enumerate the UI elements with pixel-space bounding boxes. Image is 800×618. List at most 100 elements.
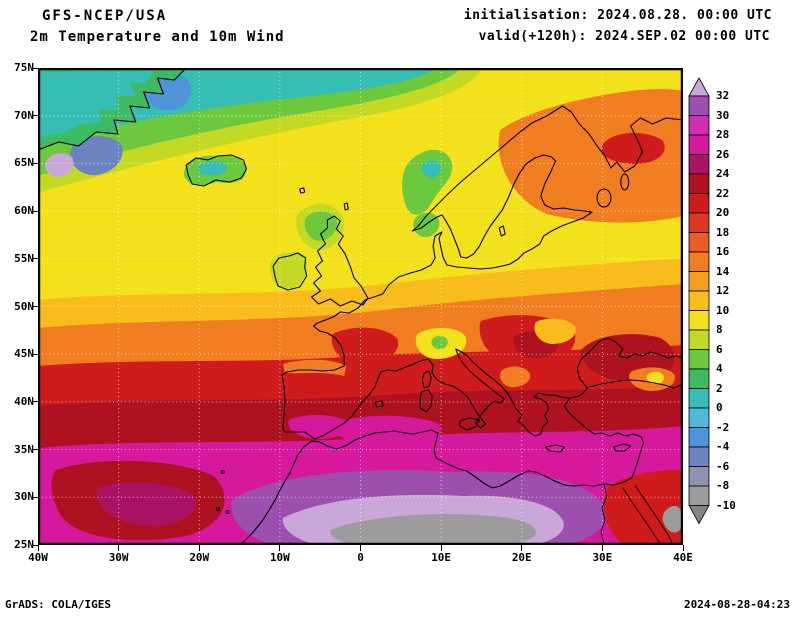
colorbar-label: -2 [716, 420, 730, 434]
colorbar-segment [688, 290, 710, 311]
graticule [38, 68, 683, 545]
lat-tick-label: 50N [14, 299, 34, 313]
temp-region-finland [498, 89, 683, 223]
lat-tick-label: 70N [14, 108, 34, 122]
temp-region [330, 514, 537, 545]
lat-tick [32, 67, 38, 69]
lat-tick-label: 65N [14, 156, 34, 170]
colorbar-segment [688, 427, 710, 448]
colorbar-segment [688, 251, 710, 272]
colorbar-segment [688, 212, 710, 233]
lon-tick [198, 545, 200, 551]
creation-timestamp: 2024-08-28-04:23 [684, 598, 790, 611]
colorbar-segment [688, 77, 710, 97]
lat-tick [32, 544, 38, 546]
river-nile [600, 483, 608, 545]
colorbar-segment [688, 95, 710, 116]
colorbar-segment [688, 368, 710, 389]
lon-tick [682, 545, 684, 551]
lon-tick-label: 40E [673, 551, 693, 564]
colorbar-segment [688, 193, 710, 214]
colorbar-segment [688, 154, 710, 175]
temp-region [601, 132, 665, 164]
lat-tick-label: 55N [14, 251, 34, 265]
colorbar-label: 2 [716, 381, 723, 395]
colorbar-label: 20 [716, 206, 730, 219]
lat-tick [32, 162, 38, 164]
colorbar-label: 22 [716, 186, 730, 200]
lon-tick [279, 545, 281, 551]
lat-tick [32, 449, 38, 451]
temperature-map [38, 68, 683, 545]
colorbar-segment [688, 466, 710, 487]
colorbar-label: 30 [716, 108, 730, 122]
colorbar-segment [688, 173, 710, 194]
colorbar-segment [688, 310, 710, 331]
lat-tick [32, 210, 38, 212]
lat-tick [32, 115, 38, 117]
coastline-africa-levant [238, 398, 645, 545]
temp-region [646, 371, 665, 385]
lat-tick-label: 25N [14, 538, 34, 551]
colorbar-segment [688, 349, 710, 370]
init-time-label: initialisation: 2024.08.28. 00:00 UTC [463, 8, 772, 23]
lon-tick-label: 20E [511, 551, 532, 564]
colorbar-label: -6 [716, 459, 730, 473]
colorbar-label: 4 [716, 362, 723, 375]
lat-tick-label: 30N [14, 490, 34, 504]
lat-tick [32, 258, 38, 260]
coastline-britain [311, 215, 369, 307]
temp-region [45, 153, 74, 177]
temp-region [282, 359, 347, 376]
temp-region [534, 318, 576, 344]
model-name: GFS-NCEP/USA [42, 8, 168, 24]
temp-region [421, 160, 442, 178]
map-area [38, 68, 683, 545]
lat-tick-label: 60N [14, 204, 34, 218]
coastline-mainland [281, 105, 683, 440]
grads-credit: GrADS: COLA/IGES [5, 598, 111, 611]
coastline-redsea [622, 485, 674, 545]
colorbar-label: 16 [716, 245, 730, 258]
colorbar-segment [688, 505, 710, 525]
lat-tick [32, 353, 38, 355]
colorbar-segment [688, 388, 710, 409]
colorbar [688, 77, 710, 525]
colorbar-label: 0 [716, 401, 723, 414]
map-frame [38, 68, 683, 545]
colorbar-label: 26 [716, 147, 730, 161]
lon-tick [440, 545, 442, 551]
colorbar-segment [688, 271, 710, 292]
lon-tick-label: 10E [431, 551, 452, 564]
coastline-blacksea [576, 337, 683, 389]
lon-tick [37, 545, 39, 551]
temp-region [662, 505, 683, 533]
lon-tick-label: 10W [269, 551, 290, 564]
temp-region [38, 71, 155, 138]
lat-tick [32, 401, 38, 403]
temp-region [413, 212, 440, 238]
coastline-islands [299, 187, 632, 453]
valid-time-label: valid(+120h): 2024.SEP.02 00:00 UTC [478, 29, 770, 44]
temp-region [500, 366, 531, 388]
lon-tick-label: 30E [592, 551, 613, 564]
lat-tick [32, 496, 38, 498]
colorbar-label: 6 [716, 342, 723, 356]
temperature-field [38, 68, 683, 545]
coastline-ireland [272, 252, 308, 291]
lake-onega [620, 173, 630, 191]
lon-tick [521, 545, 523, 551]
colorbar-label: -4 [716, 440, 730, 453]
lat-tick [32, 306, 38, 307]
colorbar-label: 24 [716, 167, 730, 180]
coastline-greenland [38, 68, 187, 151]
lon-tick-label: 20W [189, 551, 210, 564]
temp-region [288, 414, 351, 439]
colorbar-label: -8 [716, 479, 730, 492]
colorbar-segment [688, 134, 710, 155]
island-canary-2 [225, 509, 230, 515]
colorbar-segment [688, 446, 710, 467]
lon-tick [601, 545, 603, 551]
colorbar-label: 14 [716, 264, 730, 278]
temp-region-france [331, 327, 399, 365]
